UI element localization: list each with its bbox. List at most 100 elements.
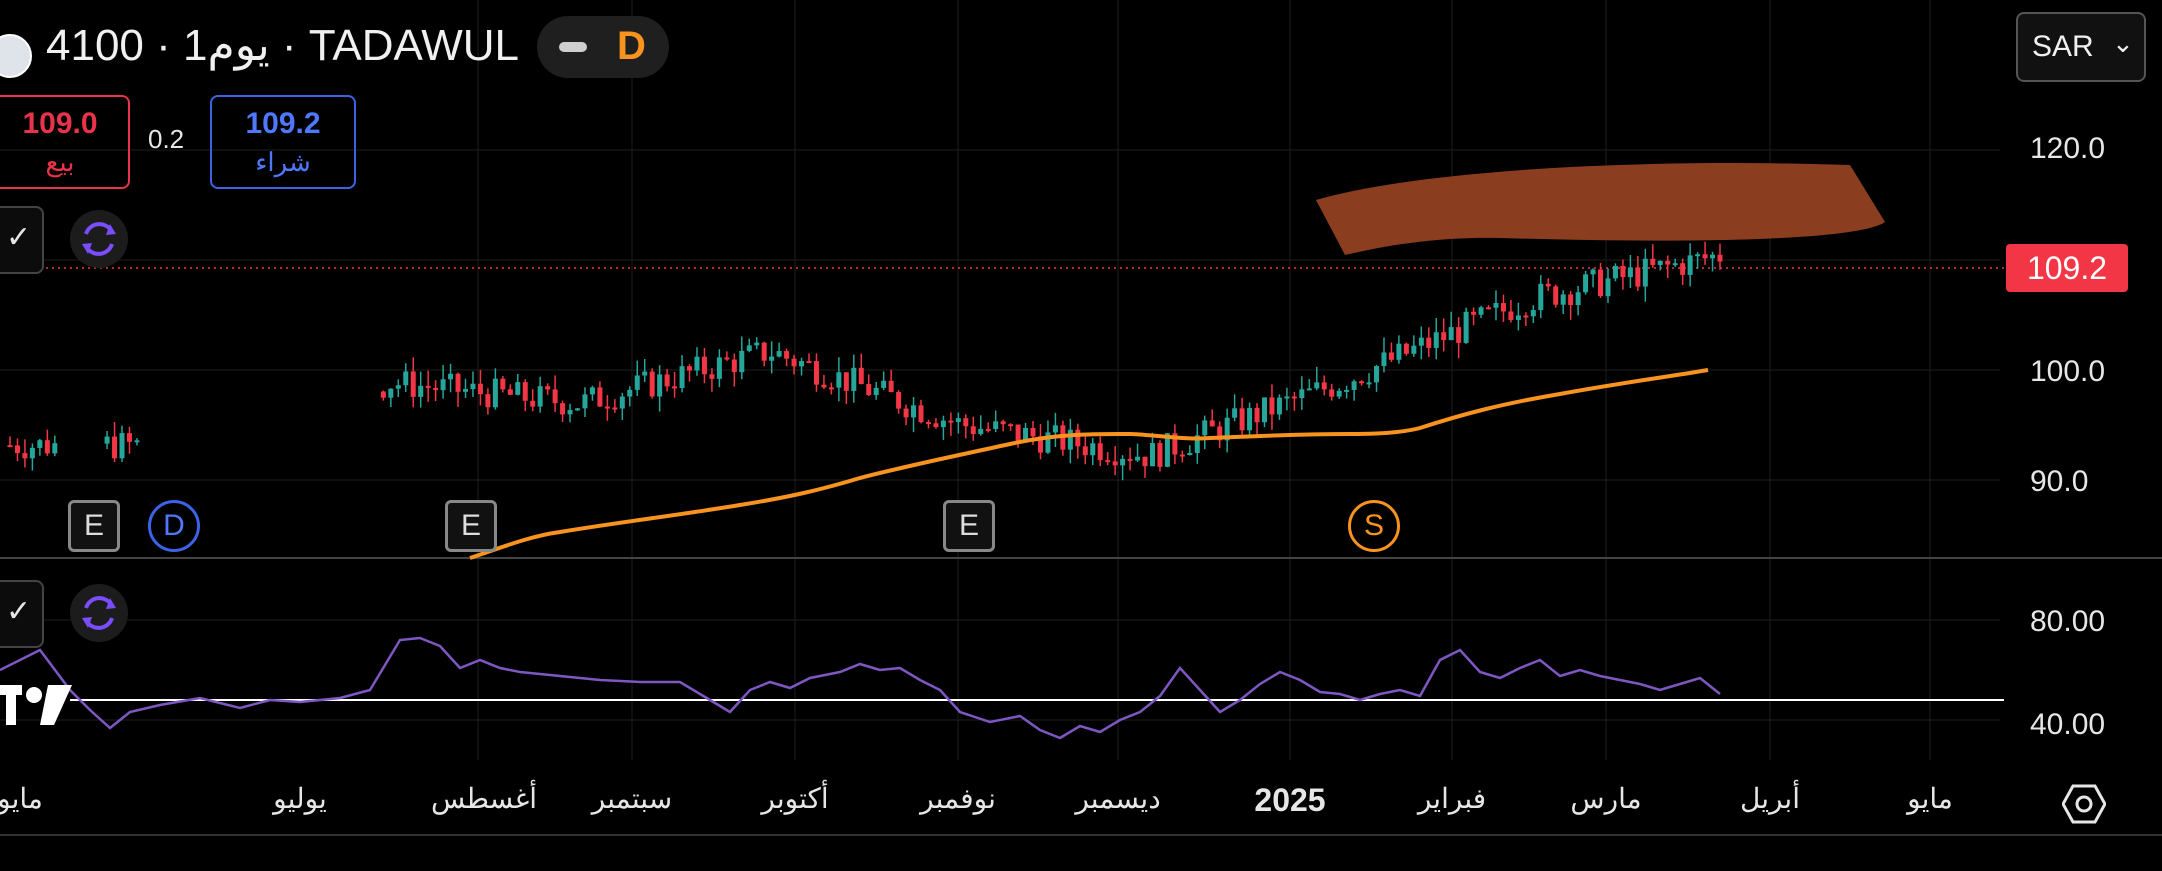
- candle-body: [448, 373, 454, 380]
- candle-body: [1321, 382, 1327, 390]
- earnings-event-marker[interactable]: E: [68, 500, 120, 552]
- candle-body: [1276, 397, 1282, 415]
- chart-settings-button[interactable]: [2061, 782, 2107, 835]
- split-event-marker[interactable]: S: [1348, 500, 1400, 552]
- candle-body: [1067, 429, 1073, 450]
- candle-body: [1090, 443, 1096, 456]
- tradingview-logo[interactable]: [0, 676, 76, 745]
- time-label: مايو: [0, 783, 43, 814]
- candle-body: [470, 383, 476, 390]
- candle-body: [754, 342, 760, 346]
- candle-body: [552, 389, 558, 404]
- rsi-line: [0, 636, 1721, 740]
- time-label: أبريل: [1739, 783, 1801, 814]
- earnings-event-marker[interactable]: E: [943, 500, 995, 552]
- candle-body: [1008, 424, 1014, 427]
- candle-body: [836, 372, 842, 388]
- candle-body: [806, 361, 812, 364]
- candle-body: [1112, 461, 1118, 466]
- candle-body: [1269, 397, 1275, 415]
- candle-body: [1381, 352, 1387, 367]
- candle-body: [1598, 269, 1604, 297]
- candle-body: [828, 387, 834, 390]
- candle-body: [418, 385, 424, 397]
- candle-body: [589, 387, 595, 395]
- candle-body: [1097, 443, 1103, 461]
- candle-body: [1710, 254, 1716, 259]
- candle-body: [1560, 294, 1566, 305]
- candle-body: [1351, 381, 1357, 390]
- candle-body: [1657, 260, 1663, 265]
- candle-body: [1142, 456, 1148, 467]
- time-label: فبراير: [1417, 783, 1487, 814]
- candle-body: [1680, 263, 1686, 275]
- symbol-title[interactable]: 4100 · 1يوم · TADAWUL: [46, 21, 520, 70]
- candle-body: [888, 380, 894, 393]
- time-label: ديسمبر: [1075, 783, 1161, 814]
- candle-body: [694, 356, 700, 371]
- candle-body: [1284, 396, 1290, 399]
- price-tick: 100.0: [2030, 355, 2106, 388]
- candle-body: [664, 374, 670, 387]
- candle-body: [1261, 397, 1267, 423]
- candle-body: [52, 443, 58, 454]
- candle-body: [1366, 382, 1372, 385]
- candle-body: [1157, 443, 1163, 467]
- candle-body: [425, 385, 431, 388]
- earnings-event-marker[interactable]: E: [445, 500, 497, 552]
- candle-body: [44, 440, 50, 454]
- candle-body: [1650, 258, 1656, 265]
- time-label: يوليو: [273, 783, 327, 814]
- time-label-year: 2025: [1254, 782, 1326, 818]
- candle-body: [1030, 427, 1036, 437]
- candle-body: [440, 379, 446, 391]
- candle-body: [403, 371, 409, 386]
- time-label: أكتوبر: [761, 783, 829, 814]
- candle-body: [7, 445, 13, 448]
- rsi-indicator-refresh-button[interactable]: [70, 584, 128, 642]
- candle-body: [1403, 343, 1409, 354]
- refresh-icon: [82, 222, 116, 256]
- candle-body: [433, 387, 439, 391]
- candle-body: [1149, 443, 1155, 467]
- currency-selector[interactable]: SAR ⌄: [2016, 12, 2146, 82]
- refresh-icon: [82, 596, 116, 630]
- candle-body: [1672, 263, 1678, 266]
- dividend-event-marker[interactable]: D: [148, 500, 200, 552]
- time-label: سبتمبر: [591, 783, 673, 814]
- chart-mode-toggle[interactable]: D: [537, 16, 669, 78]
- candle-body: [1486, 307, 1492, 310]
- candle-body: [1329, 389, 1335, 397]
- time-label: أغسطس: [430, 783, 538, 814]
- candle-body: [530, 400, 536, 407]
- candle-body: [604, 406, 610, 409]
- current-price-tag: 109.2: [2006, 244, 2128, 292]
- candle-body: [1164, 433, 1170, 467]
- candle-body: [1388, 352, 1394, 360]
- sell-label: بيع: [45, 147, 75, 177]
- minus-icon[interactable]: [559, 42, 587, 52]
- candle-body: [104, 436, 110, 444]
- sell-button[interactable]: 109.0 بيع: [0, 95, 130, 189]
- candle-body: [1127, 458, 1133, 461]
- candle-body: [1194, 435, 1200, 453]
- candle-body: [1224, 417, 1230, 441]
- candle-body: [455, 373, 461, 392]
- rsi-indicator-visibility-button[interactable]: ✓: [0, 580, 44, 648]
- candle-body: [1448, 327, 1454, 341]
- candle-body: [1590, 269, 1596, 275]
- buy-button[interactable]: 109.2 شراء: [210, 95, 356, 189]
- price-indicator-visibility-button[interactable]: ✓: [0, 206, 44, 274]
- moving-average-line: [469, 368, 1709, 560]
- candle-body: [1538, 283, 1544, 311]
- candle-body: [612, 407, 618, 410]
- candle-body: [1135, 456, 1141, 461]
- candle-body: [1695, 254, 1701, 257]
- time-label: مارس: [1570, 783, 1642, 814]
- price-indicator-refresh-button[interactable]: [70, 210, 128, 268]
- candle-body: [1523, 315, 1529, 318]
- buy-price: 109.2: [245, 107, 321, 140]
- candle-body: [896, 392, 902, 409]
- candle-body: [1665, 260, 1671, 265]
